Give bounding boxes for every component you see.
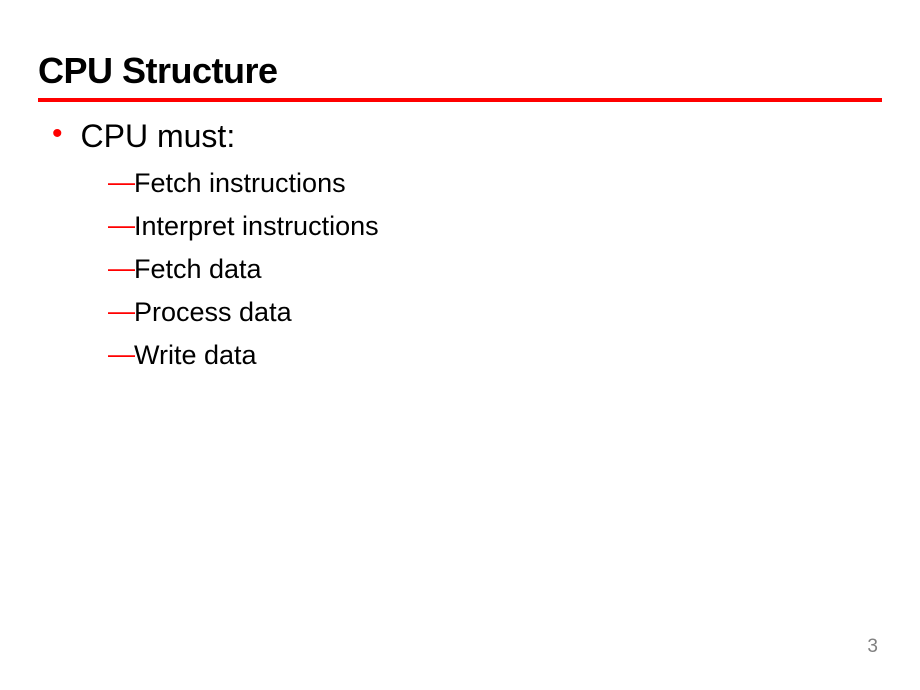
level1-text: CPU must: [81,116,236,158]
list-item-level2: — Process data [108,295,882,330]
list-item-level2: — Fetch instructions [108,166,882,201]
bullet-icon: • [52,116,63,152]
slide: CPU Structure • CPU must: — Fetch instru… [0,0,920,690]
dash-icon: — [108,252,134,286]
page-number: 3 [867,636,878,658]
dash-icon: — [108,295,134,329]
dash-icon: — [108,209,134,243]
sublist: — Fetch instructions — Interpret instruc… [52,166,882,373]
slide-content: • CPU must: — Fetch instructions — Inter… [38,116,882,373]
level2-text: Process data [134,295,292,330]
dash-icon: — [108,338,134,372]
level2-text: Fetch data [134,252,262,287]
level2-text: Fetch instructions [134,166,346,201]
level2-text: Write data [134,338,257,373]
list-item-level2: — Fetch data [108,252,882,287]
title-rule [38,98,882,102]
list-item-level2: — Write data [108,338,882,373]
slide-title: CPU Structure [38,50,882,92]
level2-text: Interpret instructions [134,209,379,244]
list-item-level2: — Interpret instructions [108,209,882,244]
dash-icon: — [108,166,134,200]
list-item-level1: • CPU must: [52,116,882,158]
